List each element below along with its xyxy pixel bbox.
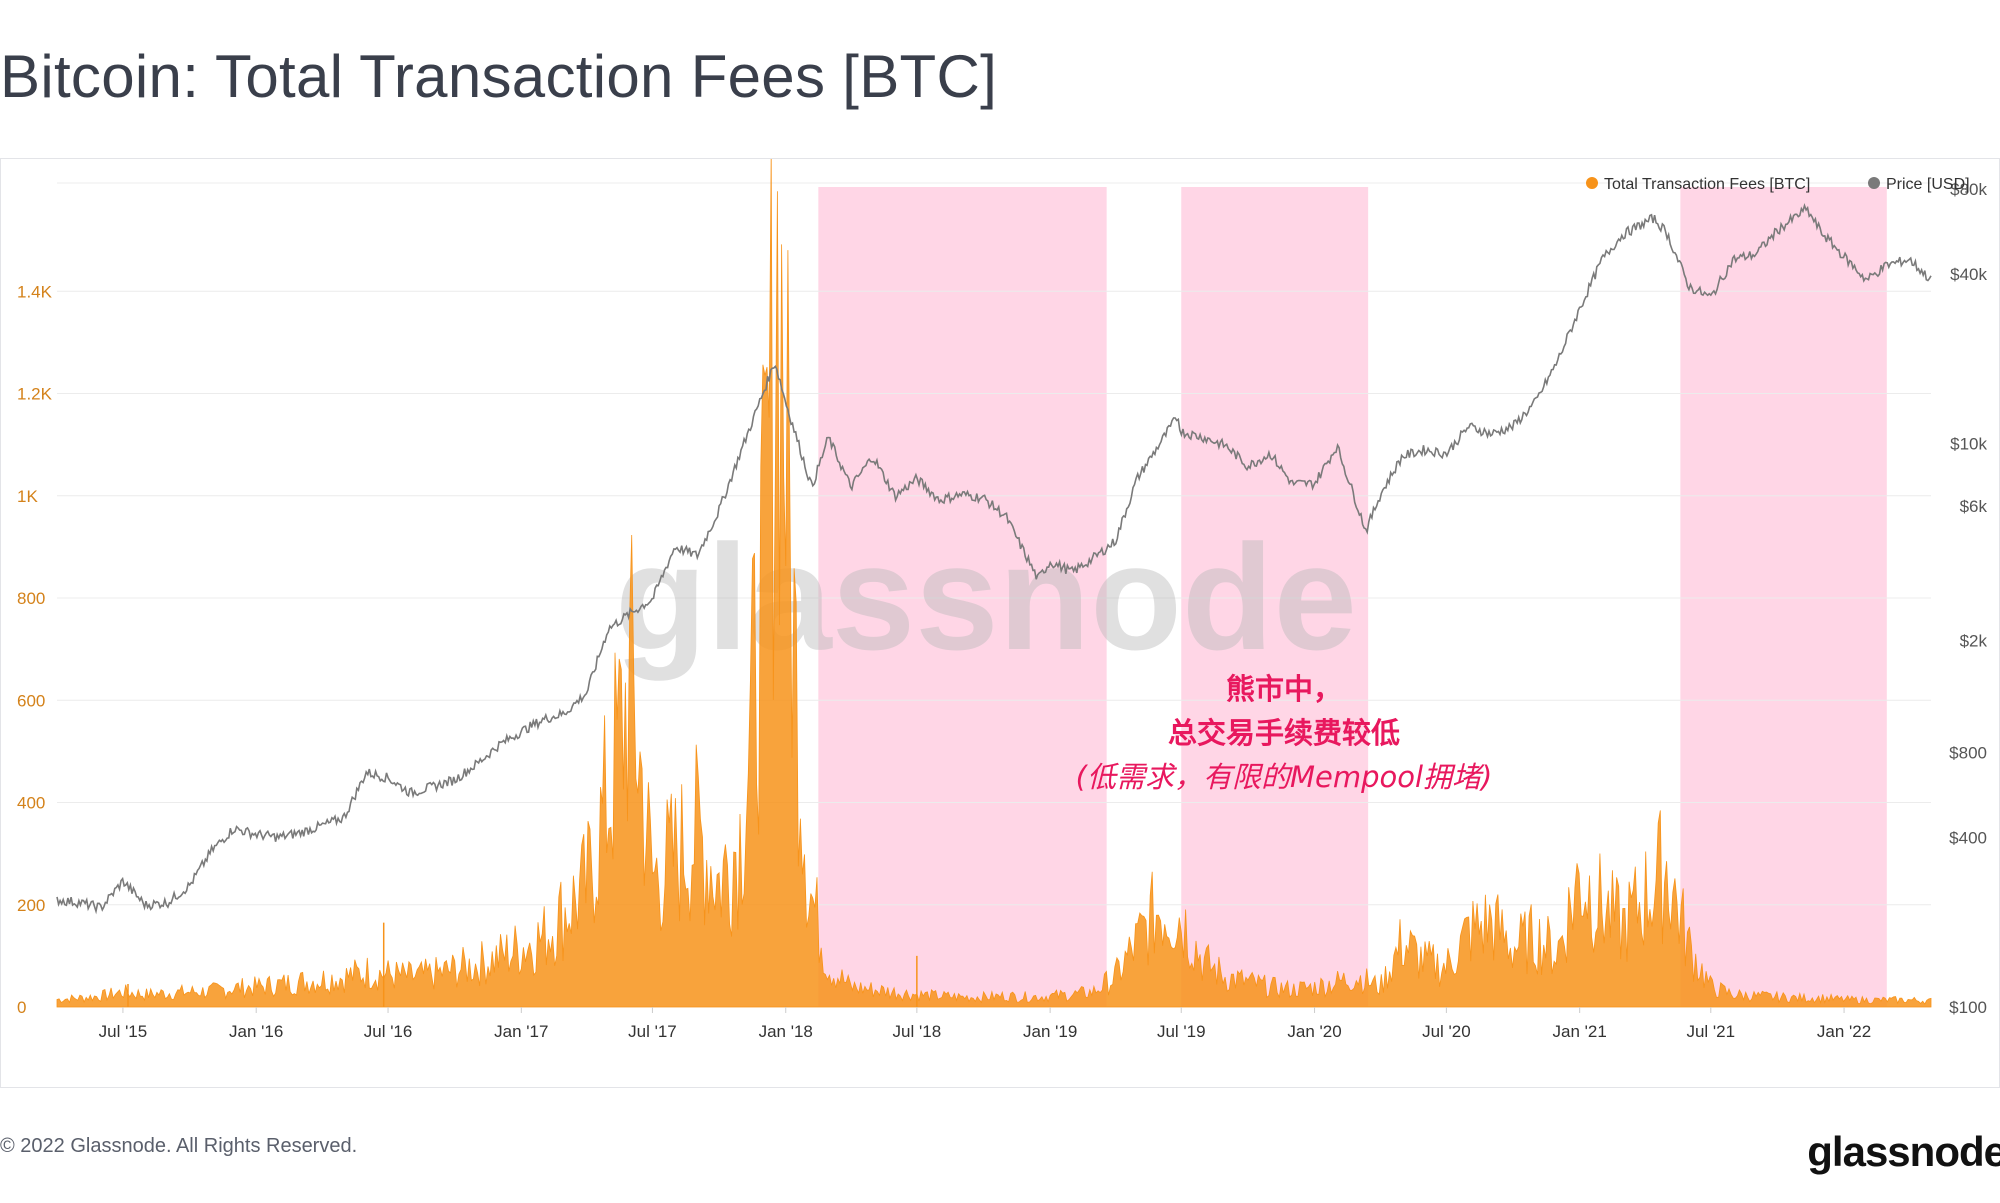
right-axis-tick-label: $400	[1949, 828, 1987, 847]
bear-market-band	[818, 187, 1107, 1007]
x-axis-tick-label: Jul '21	[1686, 1022, 1735, 1041]
legend-marker-fees	[1586, 177, 1598, 189]
x-axis-tick-label: Jul '19	[1157, 1022, 1206, 1041]
right-axis-ticks: $100 $400 $800 $2k $6k $10k $40k $80k	[1949, 180, 1987, 1017]
x-axis-tick-label: Jul '18	[893, 1022, 942, 1041]
left-axis-tick-label: 0	[17, 998, 26, 1017]
chart-frame: glassnode 0 200 400 600 800 1K 1.2K 1.4K $100 $4…	[0, 158, 2000, 1088]
x-axis-tick-label: Jan '22	[1817, 1022, 1871, 1041]
x-axis-tick-label: Jan '17	[494, 1022, 548, 1041]
right-axis-tick-label: $800	[1949, 744, 1987, 763]
left-axis-tick-label: 200	[17, 896, 45, 915]
annotation-line-1: 熊市中，	[1226, 672, 1342, 706]
x-axis-ticks: Jul '15 Jan '16 Jul '16 Jan '17 Jul '17 Jan '…	[99, 1007, 1871, 1041]
watermark: glassnode	[615, 513, 1357, 681]
page-title: Bitcoin: Total Transaction Fees [BTC]	[0, 43, 998, 110]
x-axis-tick-label: Jan '16	[229, 1022, 283, 1041]
x-axis-tick-label: Jan '19	[1023, 1022, 1077, 1041]
bear-market-band	[1181, 187, 1369, 1007]
x-axis-tick-label: Jul '16	[364, 1022, 413, 1041]
left-axis-tick-label: 600	[17, 691, 45, 710]
right-axis-tick-label: $80k	[1950, 180, 1987, 199]
price-series	[56, 203, 1932, 915]
legend-label-fees: Total Transaction Fees [BTC]	[1604, 176, 1810, 193]
copyright-text: © 2022 Glassnode. All Rights Reserved.	[0, 1135, 358, 1157]
chart-svg: glassnode 0 200 400 600 800 1K 1.2K 1.4K $100 $4…	[17, 159, 1987, 1041]
x-axis-tick-label: Jan '18	[759, 1022, 813, 1041]
price-line	[56, 203, 1932, 915]
x-axis-tick-label: Jul '17	[628, 1022, 677, 1041]
right-axis-tick-label: $40k	[1950, 265, 1987, 284]
legend-label-price: Price [USD]	[1886, 176, 1970, 193]
annotation-line-3: (低需求，有限的Mempool拥堵)	[1076, 760, 1493, 794]
right-axis-tick-label: $6k	[1960, 497, 1988, 516]
right-axis-tick-label: $10k	[1950, 434, 1987, 453]
left-axis-tick-label: 1K	[17, 487, 38, 506]
x-axis-tick-label: Jul '15	[99, 1022, 148, 1041]
left-axis-tick-label: 1.4K	[17, 282, 53, 301]
bear-market-bands	[818, 187, 1887, 1007]
annotation: 熊市中， 总交易手续费较低 (低需求，有限的Mempool拥堵)	[1076, 672, 1493, 794]
legend-marker-price	[1868, 177, 1880, 189]
x-axis-tick-label: Jan '21	[1553, 1022, 1607, 1041]
annotation-line-2: 总交易手续费较低	[1168, 716, 1400, 750]
fees-series	[56, 159, 1932, 1008]
left-axis-tick-label: 1.2K	[17, 385, 53, 404]
left-axis-ticks: 0 200 400 600 800 1K 1.2K 1.4K	[17, 282, 53, 1017]
x-axis-tick-label: Jul '20	[1422, 1022, 1471, 1041]
x-axis-tick-label: Jan '20	[1287, 1022, 1341, 1041]
fees-area	[56, 159, 1932, 1008]
legend: Total Transaction Fees [BTC] Price [USD]	[1586, 176, 1970, 193]
right-axis-tick-label: $100	[1949, 998, 1987, 1017]
left-axis-tick-label: 400	[17, 794, 45, 813]
left-axis-tick-label: 800	[17, 589, 45, 608]
bear-market-band	[1680, 187, 1887, 1007]
right-axis-tick-label: $2k	[1960, 631, 1988, 650]
brand-logo[interactable]: glassnode	[1807, 1128, 2000, 1175]
